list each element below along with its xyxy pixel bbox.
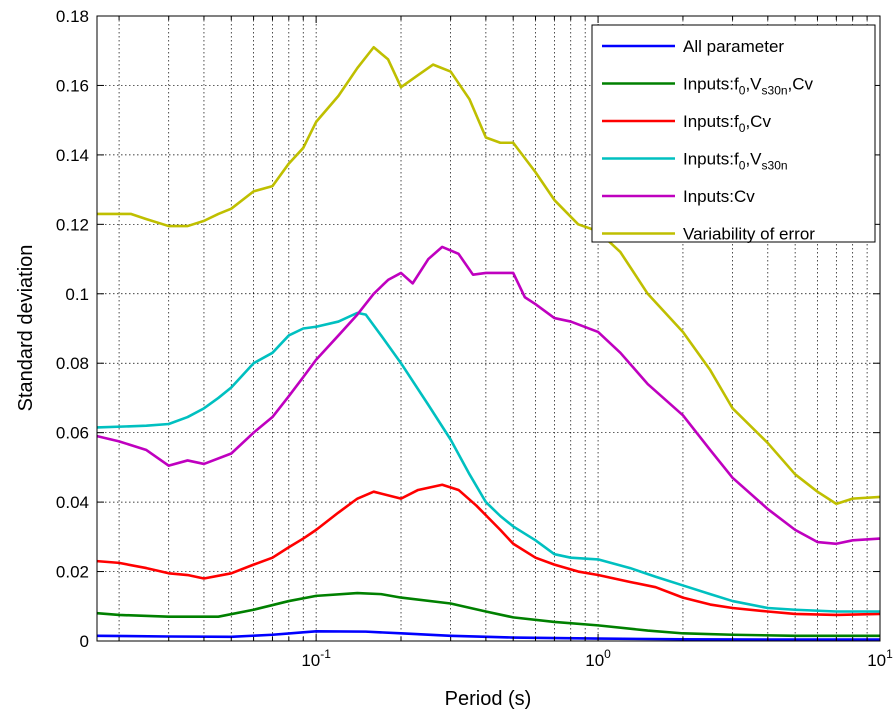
legend: All parameter Inputs:f0,Vs30n,Cv Inputs:f0… xyxy=(591,24,876,244)
legend-box xyxy=(591,24,876,243)
x-tick-label: 101 xyxy=(867,647,893,670)
y-tick-label: 0.16 xyxy=(56,76,89,95)
series-line-5 xyxy=(96,245,881,546)
legend-label: Variability of error xyxy=(683,225,815,244)
y-tick-label: 0.06 xyxy=(56,424,89,443)
y-tick-label: 0.08 xyxy=(56,354,89,373)
y-tick-label: 0.02 xyxy=(56,563,89,582)
legend-label: Inputs:f0,Vs30n,Cv xyxy=(683,75,814,98)
x-tick-label: 100 xyxy=(585,647,611,670)
y-tick-label: 0.12 xyxy=(56,215,89,234)
x-tick-label: 10-1 xyxy=(301,647,331,670)
x-axis-label: Period (s) xyxy=(445,688,532,710)
y-tick-label: 0.18 xyxy=(56,7,89,26)
series-line-4 xyxy=(96,311,880,613)
series-line-1 xyxy=(96,629,880,641)
legend-label: All parameter xyxy=(683,37,784,56)
legend-label: Inputs:Cv xyxy=(683,187,755,206)
series-line-2 xyxy=(96,591,880,638)
legend-label: Inputs:f0,Cv xyxy=(683,112,771,135)
y-axis-label: Standard deviation xyxy=(15,245,37,412)
y-tick-label: 0.1 xyxy=(65,285,89,304)
plot-frame xyxy=(96,15,881,642)
series-lines xyxy=(96,45,881,641)
legend-label: Inputs:f0,Vs30n xyxy=(683,150,788,173)
series-line-6 xyxy=(97,45,881,506)
axis-ticks: 0 0.02 0.04 0.06 0.08 0.1 0.12 0.14 0.16 0.18 10-1… xyxy=(56,7,893,670)
y-tick-label: 0.14 xyxy=(56,146,89,165)
y-tick-label: 0.04 xyxy=(56,493,89,512)
series-line-3 xyxy=(96,483,881,617)
y-tick-label: 0 xyxy=(80,632,89,651)
